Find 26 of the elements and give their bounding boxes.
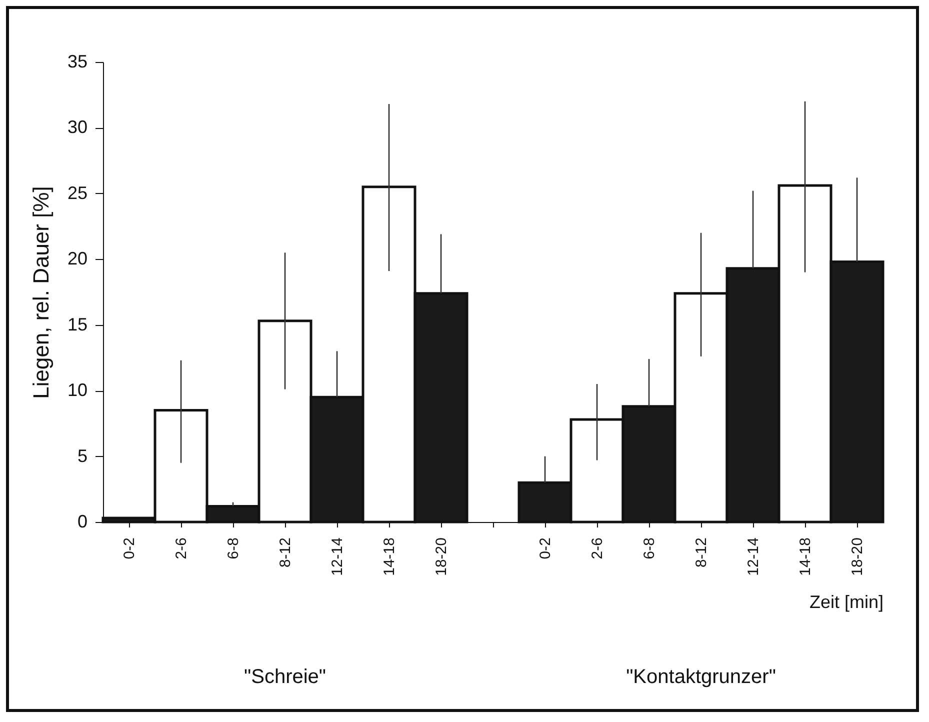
x-tick-label: 12-14 xyxy=(745,538,762,576)
y-tick-label: 25 xyxy=(67,182,88,203)
x-tick-label: 0-2 xyxy=(121,538,138,560)
x-tick-label: 0-2 xyxy=(537,538,554,560)
x-tick-label: 18-20 xyxy=(433,538,450,576)
y-tick-label: 5 xyxy=(77,446,88,466)
x-tick-label: 14-18 xyxy=(797,538,814,576)
text: "Schreie" xyxy=(244,666,326,688)
y-axis-title: Liegen, rel. Dauer [%] xyxy=(28,186,54,399)
x-tick-label: 2-6 xyxy=(173,538,190,560)
x-axis-title: Zeit [min] xyxy=(809,592,884,612)
x-tick-label: 18-20 xyxy=(849,538,866,576)
y-tick-label: 0 xyxy=(77,512,88,532)
x-tick-label: 8-12 xyxy=(277,538,294,568)
text: "Kontaktgrunzer" xyxy=(626,666,776,688)
y-tick-label: 20 xyxy=(67,248,88,269)
x-tick-label: 2-6 xyxy=(589,538,606,560)
y-tick-label: 10 xyxy=(67,380,88,400)
x-tick-label: 6-8 xyxy=(225,538,242,560)
y-tick-label: 30 xyxy=(67,117,88,138)
x-tick-label: 12-14 xyxy=(329,538,346,576)
x-tick-label: 8-12 xyxy=(693,538,710,568)
y-tick-label: 15 xyxy=(67,314,88,334)
x-tick-label: 14-18 xyxy=(381,538,398,576)
x-tick-label: 6-8 xyxy=(641,538,658,560)
y-tick-label: 35 xyxy=(67,52,88,72)
